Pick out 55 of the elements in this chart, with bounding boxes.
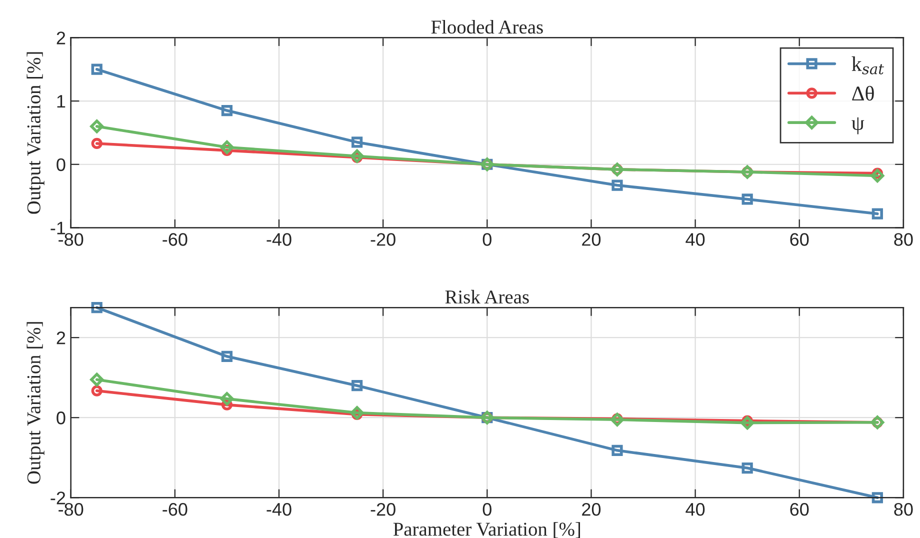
point	[872, 208, 883, 220]
point	[91, 64, 102, 75]
point	[740, 416, 754, 430]
x-tick-label: 0	[482, 502, 492, 516]
x-tick-label: 20	[582, 233, 601, 246]
x-tick-label: 0	[482, 233, 492, 246]
x-tick-label: -60	[162, 502, 188, 516]
x-tick-label: -20	[370, 502, 396, 516]
x-tick-label: 20	[582, 502, 601, 516]
y-tick-label: 0	[56, 158, 66, 172]
chart-title: Flooded Areas	[431, 20, 543, 34]
x-tick-label: -80	[58, 233, 84, 246]
point	[91, 302, 102, 314]
x-tick-label: -80	[58, 502, 84, 516]
y-axis-title: Output Variation [%]	[26, 322, 44, 484]
x-tick-label: -60	[162, 233, 188, 246]
x-tick-label: -40	[266, 233, 292, 246]
point	[351, 136, 363, 148]
x-tick-label: 80	[894, 233, 913, 246]
chart-title: Risk Areas	[445, 290, 529, 304]
point	[872, 492, 883, 504]
x-tick-label: -20	[370, 233, 396, 246]
legend-label: Δθ	[852, 86, 874, 101]
y-tick-label: 0	[56, 412, 66, 424]
y-axis-title: Output Variation [%]	[26, 52, 44, 214]
x-tick-label: 40	[686, 502, 705, 516]
x-axis-title: Parameter Variation [%]	[393, 522, 580, 538]
legend-label: k$_{sat}$	[852, 56, 884, 74]
point	[350, 406, 364, 420]
point	[870, 168, 884, 183]
point	[612, 444, 623, 456]
point	[220, 392, 234, 406]
y-tick-label: -1	[50, 222, 66, 234]
y-tick-label: 2	[56, 332, 66, 344]
point	[90, 120, 104, 134]
y-tick-label: -2	[50, 492, 66, 504]
point	[742, 462, 753, 474]
point	[91, 385, 102, 396]
y-tick-label: 1	[57, 95, 66, 108]
point	[220, 140, 234, 154]
x-tick-label: 60	[790, 233, 809, 246]
point	[91, 138, 102, 150]
point	[612, 180, 623, 191]
x-tick-label: 60	[790, 502, 809, 516]
y-tick-label: 2	[56, 32, 66, 44]
point	[221, 104, 233, 116]
point	[742, 194, 753, 205]
point	[351, 380, 363, 392]
point	[90, 372, 104, 386]
legend-label: ψ	[852, 117, 864, 134]
point	[350, 149, 364, 163]
x-tick-label: -40	[266, 502, 292, 516]
x-tick-label: 40	[686, 233, 705, 246]
x-tick-label: 80	[894, 502, 913, 516]
point	[221, 350, 233, 362]
